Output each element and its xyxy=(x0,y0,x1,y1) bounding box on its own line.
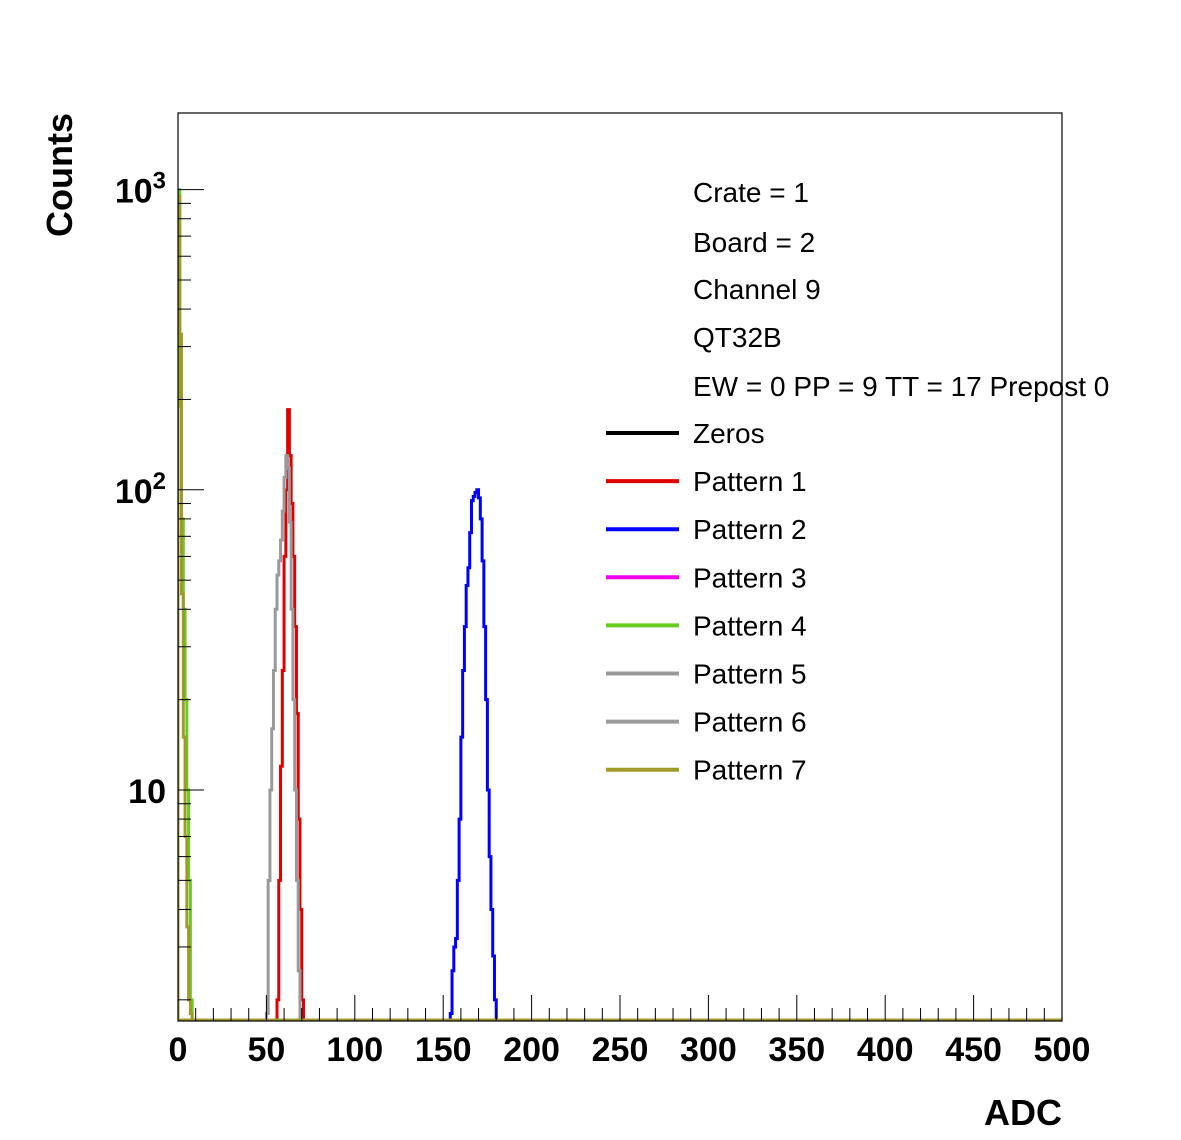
x-tick-label: 200 xyxy=(503,1031,560,1069)
x-tick-label: 300 xyxy=(680,1031,737,1069)
info-line: Channel 9 xyxy=(693,274,821,305)
legend-label: Pattern 7 xyxy=(693,755,807,786)
x-tick-label: 0 xyxy=(169,1031,188,1069)
x-tick-label: 350 xyxy=(768,1031,825,1069)
x-tick-label: 250 xyxy=(592,1031,649,1069)
x-tick-label: 500 xyxy=(1034,1031,1091,1069)
info-line: Crate = 1 xyxy=(693,177,809,208)
series-pattern-7 xyxy=(178,194,194,1021)
x-axis-ticks: 0 50 100 150 200 250 300 350 400 450 500 xyxy=(169,995,1091,1069)
info-line: Board = 2 xyxy=(693,227,815,258)
series-pattern-2 xyxy=(448,488,500,1021)
x-tick-label: 400 xyxy=(857,1031,914,1069)
info-text-block: Crate = 1 Board = 2 Channel 9 QT32B EW = 0 P… xyxy=(693,177,1109,402)
legend: Zeros Pattern 1 Pattern 2 Pattern 3 Pattern … xyxy=(606,418,807,786)
x-tick-label: 150 xyxy=(415,1031,472,1069)
legend-label: Pattern 1 xyxy=(693,466,807,497)
x-tick-label: 50 xyxy=(247,1031,285,1069)
legend-label: Pattern 5 xyxy=(693,659,807,690)
legend-label: Pattern 4 xyxy=(693,610,807,641)
info-line: EW = 0 PP = 9 TT = 17 Prepost 0 xyxy=(693,371,1109,402)
legend-label: Pattern 2 xyxy=(693,514,807,545)
y-axis-title: Counts xyxy=(39,113,80,237)
y-tick-label: 102 xyxy=(115,468,166,511)
x-axis-title: ADC xyxy=(984,1092,1062,1133)
y-tick-label: 10 xyxy=(128,773,166,811)
x-tick-label: 450 xyxy=(945,1031,1002,1069)
legend-label: Zeros xyxy=(693,418,765,449)
legend-label: Pattern 3 xyxy=(693,562,807,593)
series-pattern-5 xyxy=(264,454,304,1021)
x-tick-label: 100 xyxy=(326,1031,383,1069)
y-tick-label: 103 xyxy=(115,168,166,211)
series-pattern-1 xyxy=(275,408,307,1021)
legend-label: Pattern 6 xyxy=(693,707,807,738)
info-line: QT32B xyxy=(693,322,782,353)
series-pattern-4 xyxy=(178,188,194,1021)
y-axis-ticks: 10 102 103 xyxy=(115,168,204,1001)
